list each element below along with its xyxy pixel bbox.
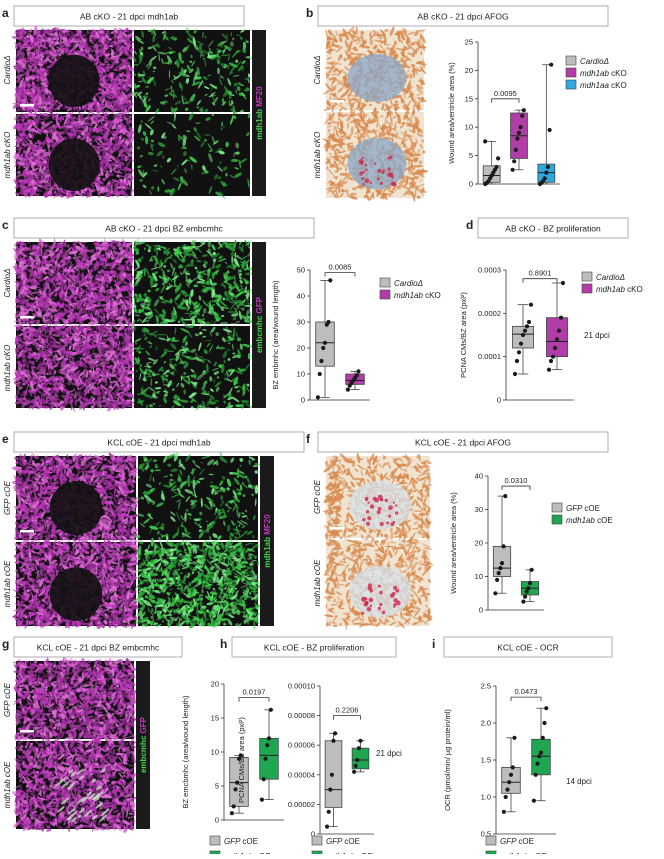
panel-title-c: AB cKO - 21 dpci BZ embcmhc (105, 224, 223, 234)
panel-title-e: KCL cOE - 21 dpci mdh1ab (107, 438, 210, 448)
tissue-fiber (126, 30, 135, 33)
panel-title-b: AB cKO - 21 dpci AFOG (417, 12, 508, 22)
tissue-fiber (107, 75, 110, 78)
panel-title-a: AB cKO - 21 dpci mdh1ab (80, 12, 179, 22)
panel-title-f: KCL cOE - 21 dpci AFOG (415, 438, 511, 448)
panel-letter-h: h (220, 637, 227, 651)
panel-letter-e: e (2, 432, 9, 446)
panel-letter-c: c (2, 218, 9, 232)
tissue-fiber (227, 33, 228, 43)
micro-a-green-top (130, 27, 253, 115)
panel-letter-f: f (306, 432, 311, 446)
panel-letter-g: g (2, 637, 9, 651)
panel-title-i: KCL cOE - OCR (497, 643, 559, 653)
tissue-fiber (23, 128, 28, 130)
panel-title-g: KCL cOE - 21 dpci BZ embcmhc (37, 643, 160, 653)
panel-letter-a: a (2, 6, 9, 20)
panel-letter-i: i (432, 637, 435, 651)
injury-area (48, 55, 99, 107)
panel-letter-d: d (466, 218, 473, 232)
panel-letter-b: b (306, 6, 313, 20)
panel-title-d: AB cKO - BZ proliferation (505, 224, 601, 234)
panel-title-h: KCL cOE - BZ proliferation (264, 643, 365, 653)
